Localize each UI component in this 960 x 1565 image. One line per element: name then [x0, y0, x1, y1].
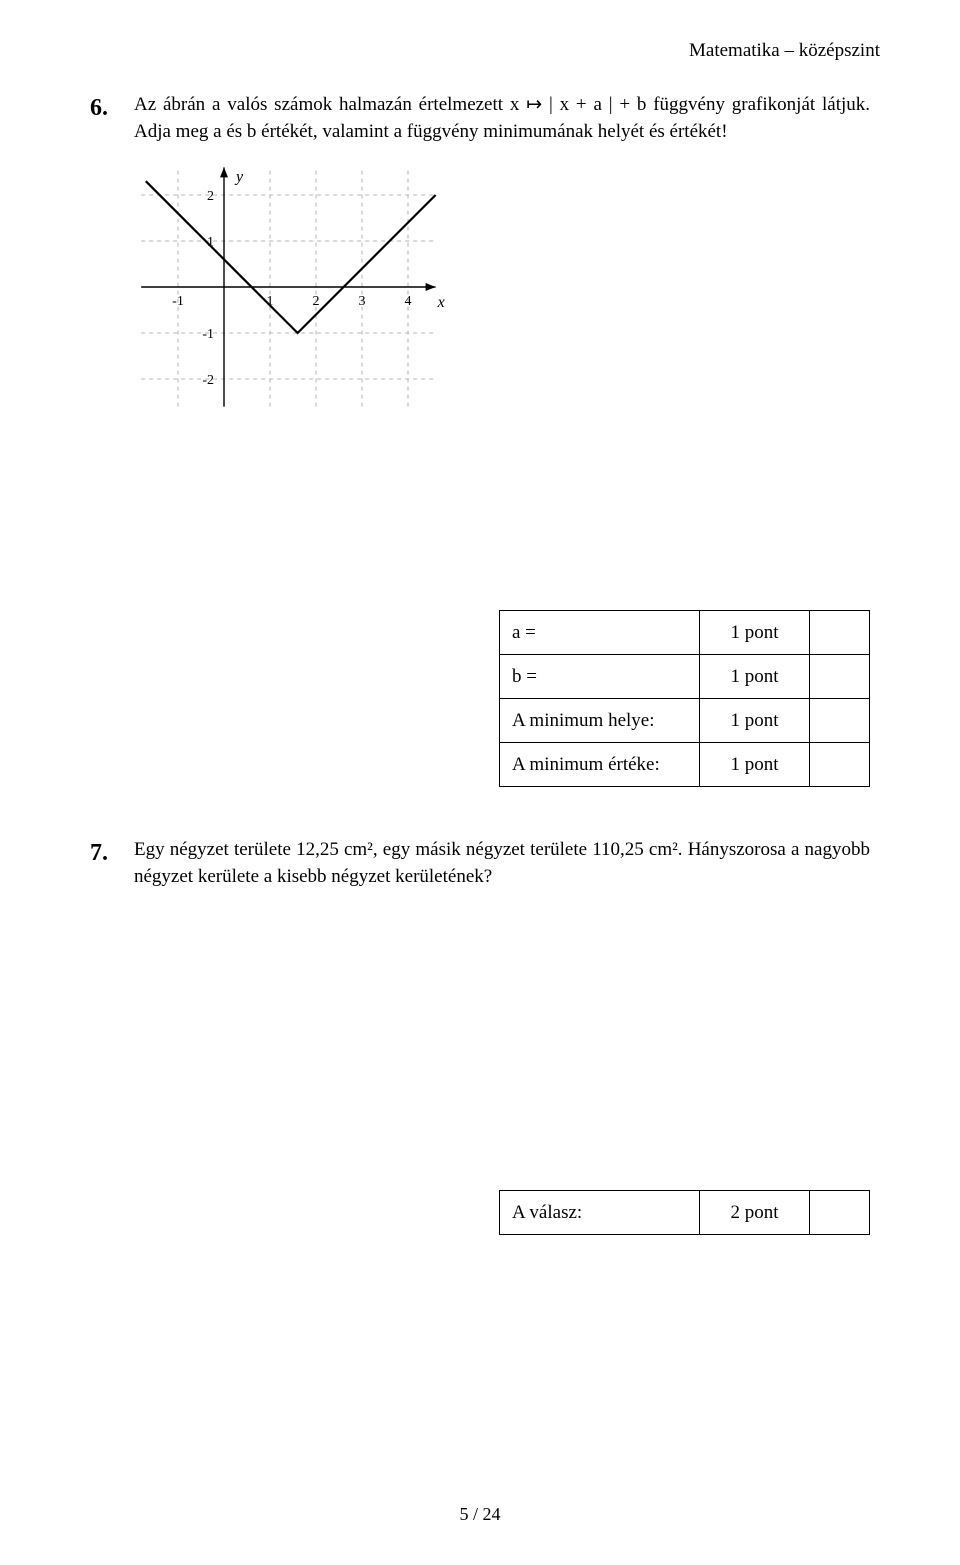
- svg-text:2: 2: [313, 294, 320, 309]
- problem-7: 7. Egy négyzet területe 12,25 cm², egy m…: [90, 837, 870, 890]
- answer-label-cell: A válasz:: [500, 1191, 700, 1235]
- abs-value-graph: -11234-2-112xy: [134, 165, 454, 425]
- answer-points-cell: 1 pont: [700, 699, 810, 743]
- answer-label-cell: a =: [500, 611, 700, 655]
- answer-blank-cell: [810, 743, 870, 787]
- problem-6-number: 6.: [90, 92, 134, 145]
- svg-text:4: 4: [405, 294, 412, 309]
- page-header: Matematika – középszint: [90, 40, 880, 62]
- svg-text:-2: -2: [202, 373, 214, 388]
- svg-text:2: 2: [207, 189, 214, 204]
- answer-label-cell: A minimum helye:: [500, 699, 700, 743]
- problem-6-chart: -11234-2-112xy: [134, 165, 870, 430]
- table-row: A minimum értéke:1 pont: [500, 743, 870, 787]
- problem-7-answer-table: A válasz:2 pont: [499, 1190, 870, 1235]
- answer-blank-cell: [810, 611, 870, 655]
- problem-7-text: Egy négyzet területe 12,25 cm², egy mási…: [134, 837, 870, 890]
- svg-text:-1: -1: [202, 327, 214, 342]
- answer-points-cell: 1 pont: [700, 743, 810, 787]
- answer-label-cell: b =: [500, 655, 700, 699]
- svg-text:y: y: [234, 169, 244, 186]
- problem-6-formula: x ↦ | x + a | + b: [510, 94, 647, 115]
- answer-blank-cell: [810, 655, 870, 699]
- table-row: b =1 pont: [500, 655, 870, 699]
- table-row: a =1 pont: [500, 611, 870, 655]
- problem-6-text-before: Az ábrán a valós számok halmazán értelme…: [134, 94, 510, 115]
- answer-points-cell: 1 pont: [700, 655, 810, 699]
- answer-points-cell: 1 pont: [700, 611, 810, 655]
- page-footer: 5 / 24: [0, 1504, 960, 1525]
- problem-7-number: 7.: [90, 837, 134, 890]
- answer-blank-cell: [810, 1191, 870, 1235]
- svg-text:-1: -1: [172, 294, 184, 309]
- svg-text:x: x: [437, 294, 445, 311]
- problem-6: 6. Az ábrán a valós számok halmazán érte…: [90, 92, 870, 145]
- answer-points-cell: 2 pont: [700, 1191, 810, 1235]
- svg-text:3: 3: [359, 294, 366, 309]
- problem-6-answer-table: a =1 pontb =1 pontA minimum helye:1 pont…: [499, 610, 870, 787]
- table-row: A minimum helye:1 pont: [500, 699, 870, 743]
- answer-label-cell: A minimum értéke:: [500, 743, 700, 787]
- answer-blank-cell: [810, 699, 870, 743]
- problem-6-text: Az ábrán a valós számok halmazán értelme…: [134, 92, 870, 145]
- table-row: A válasz:2 pont: [500, 1191, 870, 1235]
